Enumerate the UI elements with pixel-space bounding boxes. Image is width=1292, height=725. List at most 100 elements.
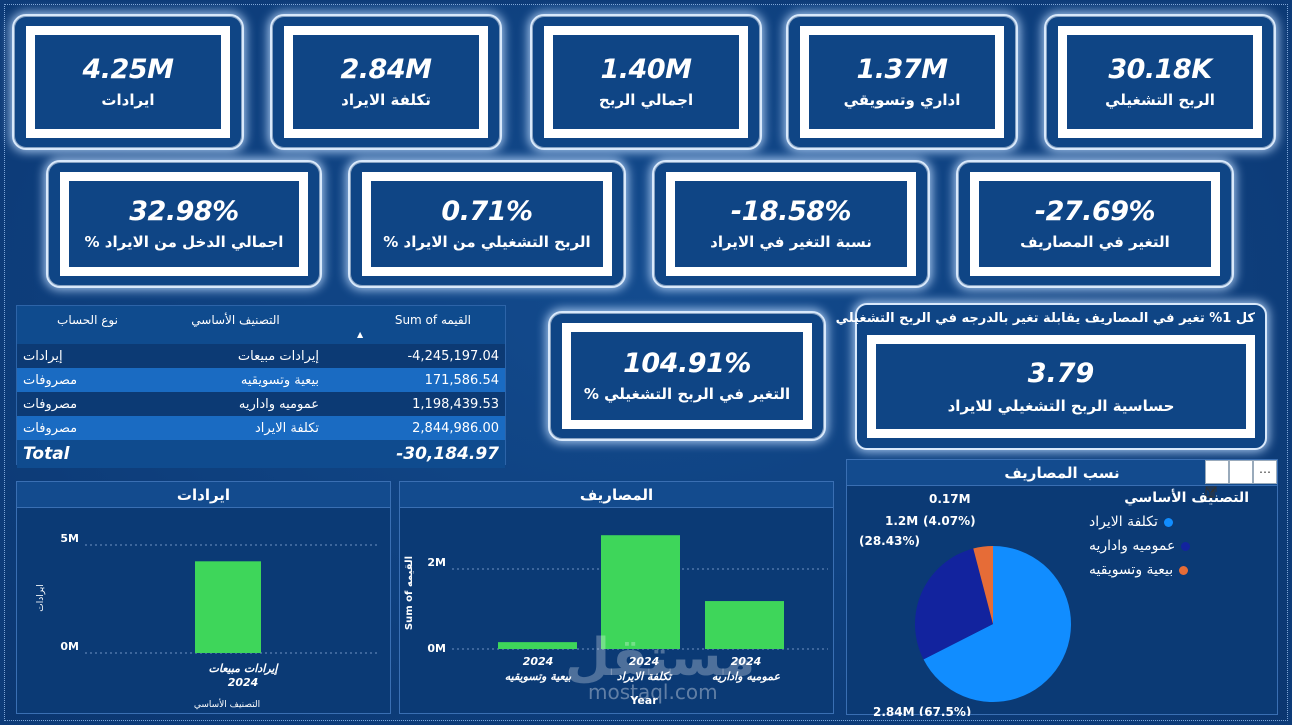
kpi-value: 0.71% [441,196,533,228]
expenses-tick-bottom: 0M [427,642,446,655]
kpi-value: 32.98% [129,196,239,228]
cell-category: عموميه واداريه [238,396,319,412]
legend-dot-icon [1179,565,1189,575]
kpi-label: التغير في المصاريف [1020,232,1170,251]
kpi-card-gross-income-pct[interactable]: 32.98% اجمالي الدخل من الايراد % [46,160,322,288]
kpi-card-expenses-change[interactable]: -27.69% التغير في المصاريف [956,160,1234,288]
pie-slice[interactable] [915,548,993,660]
expenses-bar[interactable] [498,642,577,649]
kpi-value: 2.84M [340,54,433,86]
pie-slice[interactable] [923,546,1071,702]
revenue-tick-bottom: 0M [60,640,79,653]
header-category[interactable]: التصنيف الأساسي [191,313,280,327]
kpi-card-cost-of-revenue[interactable]: 2.84M تكلفة الايراد [270,14,502,150]
expenses-bar[interactable] [601,535,680,649]
more-options-icon[interactable]: ⋯ [1253,460,1277,484]
pie-chart: 0.17M (4.07%) 1.2M (28.43%) 2.84M (67.5%… [859,492,1071,716]
header-value[interactable]: Sum of القيمه [394,313,471,327]
kpi-value: 1.40M [600,54,693,86]
sensitivity-panel[interactable]: كل 1% تغير في المصاريف يقابلة تغير بالدر… [835,303,1267,450]
kpi-card-operating-profit-pct[interactable]: 0.71% الربح التشغيلي من الايراد % [348,160,626,288]
filter-icon[interactable] [1205,460,1229,498]
table-row[interactable]: مصروفات تكلفة الايراد 2,844,986.00 [17,416,505,440]
expenses-bar-category-3: عموميه واداريه [712,670,781,683]
pie-legend: التصنيف الأساسي تكلفة الايراد عموميه واد… [1089,490,1249,586]
kpi-value: -18.58% [730,196,852,228]
kpi-label: اجمالي الربح [598,90,694,109]
legend-label: تكلفة الايراد [1089,514,1158,530]
legend-label: عموميه واداريه [1089,538,1176,554]
sort-ascending-icon[interactable]: ▲ [357,330,364,339]
kpi-label: ايرادات [101,90,155,109]
kpi-label: نسبة التغير في الايراد [710,232,872,251]
kpi-label: الربح التشغيلي [1105,90,1215,109]
watermark-url: mostaql.com [588,680,718,704]
expenses-chart: Sum of القيمه 2M 0M 2024 بيعية وتسويقيه … [404,535,828,707]
kpi-card-revenue[interactable]: 4.25M ايرادات [12,14,244,150]
table-row[interactable]: مصروفات بيعية وتسويقيه 171,586.54 [17,368,505,392]
revenue-x-axis-label: التصنيف الأساسي [194,698,260,710]
expenses-tick-top: 2M [427,556,446,569]
cell-category: بيعية وتسويقيه [240,372,319,388]
visual-toolbar: ⋯ [1205,460,1277,498]
kpi-label: اداري وتسويقي [843,90,961,109]
legend-item-admin[interactable]: عموميه واداريه [1089,538,1249,554]
expenses-x-axis-label: Year [629,694,658,707]
focus-mode-icon[interactable] [1205,460,1253,498]
cell-value: 171,586.54 [424,372,499,388]
cell-value: 2,844,986.00 [412,420,499,436]
revenue-tick-top: 5M [60,532,79,545]
kpi-card-operating-profit[interactable]: 30.18K الربح التشغيلي [1044,14,1276,150]
kpi-value: 4.25M [82,54,175,86]
legend-item-cost[interactable]: تكلفة الايراد [1089,514,1249,530]
revenue-category-label: إيرادات مبيعات [209,662,280,675]
kpi-value: 104.91% [623,348,751,380]
kpi-card-admin-marketing[interactable]: 1.37M اداري وتسويقي [786,14,1018,150]
cell-value: -4,245,197.04 [407,348,499,364]
kpi-label: الربح التشغيلي من الايراد % [383,232,591,251]
cell-account-type: مصروفات [23,372,78,388]
pie-label-marketing-pct: (4.07%) [923,514,976,528]
total-label: Total [23,444,70,464]
kpi-label: اجمالي الدخل من الايراد % [84,232,284,251]
revenue-y-axis-label: ايرادات [36,584,46,611]
pie-label-admin-pct: (28.43%) [859,534,920,548]
revenue-chart: ايرادات 5M 0M إيرادات مبيعات 2024 التصني… [36,532,379,710]
pie-slice[interactable] [973,546,993,624]
kpi-label: تكلفة الايراد [341,90,431,109]
expenses-chart-panel[interactable]: المصاريف Sum of القيمه 2M 0M 2024 بيعية … [399,481,834,714]
pie-label-marketing-value: 0.17M [929,492,971,506]
table-row[interactable]: مصروفات عموميه واداريه 1,198,439.53 [17,392,505,416]
revenue-chart-panel[interactable]: ايرادات ايرادات 5M 0M إيرادات مبيعات 202… [16,481,391,714]
total-value: -30,184.97 [396,444,499,464]
kpi-card-revenue-change[interactable]: -18.58% نسبة التغير في الايراد [652,160,930,288]
revenue-year-label: 2024 [228,676,259,689]
sensitivity-title: كل 1% تغير في المصاريف يقابلة تغير بالدر… [835,311,1255,326]
cell-value: 1,198,439.53 [412,396,499,412]
table-row[interactable]: إيرادات إيرادات مبيعات -4,245,197.04 [17,344,505,368]
table-header: نوع الحساب التصنيف الأساسي Sum of القيمه… [17,306,505,344]
kpi-value: 30.18K [1108,54,1212,86]
cell-category: إيرادات مبيعات [237,348,319,364]
legend-dot-icon [1163,517,1173,527]
revenue-bar[interactable] [195,561,261,653]
kpi-card-gross-profit[interactable]: 1.40M اجمالي الربح [530,14,762,150]
expenses-pie-panel[interactable]: نسب المصاريف ⋯ 0.17M (4.07%) 1.2M (28.43… [846,459,1278,716]
expenses-bar-year-3: 2024 [731,655,762,668]
kpi-value: 1.37M [856,54,949,86]
expenses-chart-title: المصاريف [400,482,833,508]
cell-category: تكلفة الايراد [255,420,319,436]
revenue-chart-title: ايرادات [17,482,390,508]
legend-dot-icon [1181,541,1191,551]
accounts-table[interactable]: نوع الحساب التصنيف الأساسي Sum of القيمه… [16,305,506,468]
sensitivity-value: 3.79 [1027,358,1095,389]
kpi-label: التغير في الربح التشغيلي % [583,384,791,403]
pie-label-cost: 2.84M (67.5%) [873,705,971,716]
legend-item-marketing[interactable]: بيعية وتسويقيه [1089,562,1249,578]
expenses-bar-year-2: 2024 [629,655,660,668]
expenses-bar-category-2: تكلفة الايراد [617,670,673,683]
kpi-value: -27.69% [1034,196,1156,228]
header-account-type[interactable]: نوع الحساب [57,313,118,327]
expenses-bar[interactable] [705,601,784,649]
kpi-card-operating-profit-change[interactable]: 104.91% التغير في الربح التشغيلي % [548,311,826,441]
